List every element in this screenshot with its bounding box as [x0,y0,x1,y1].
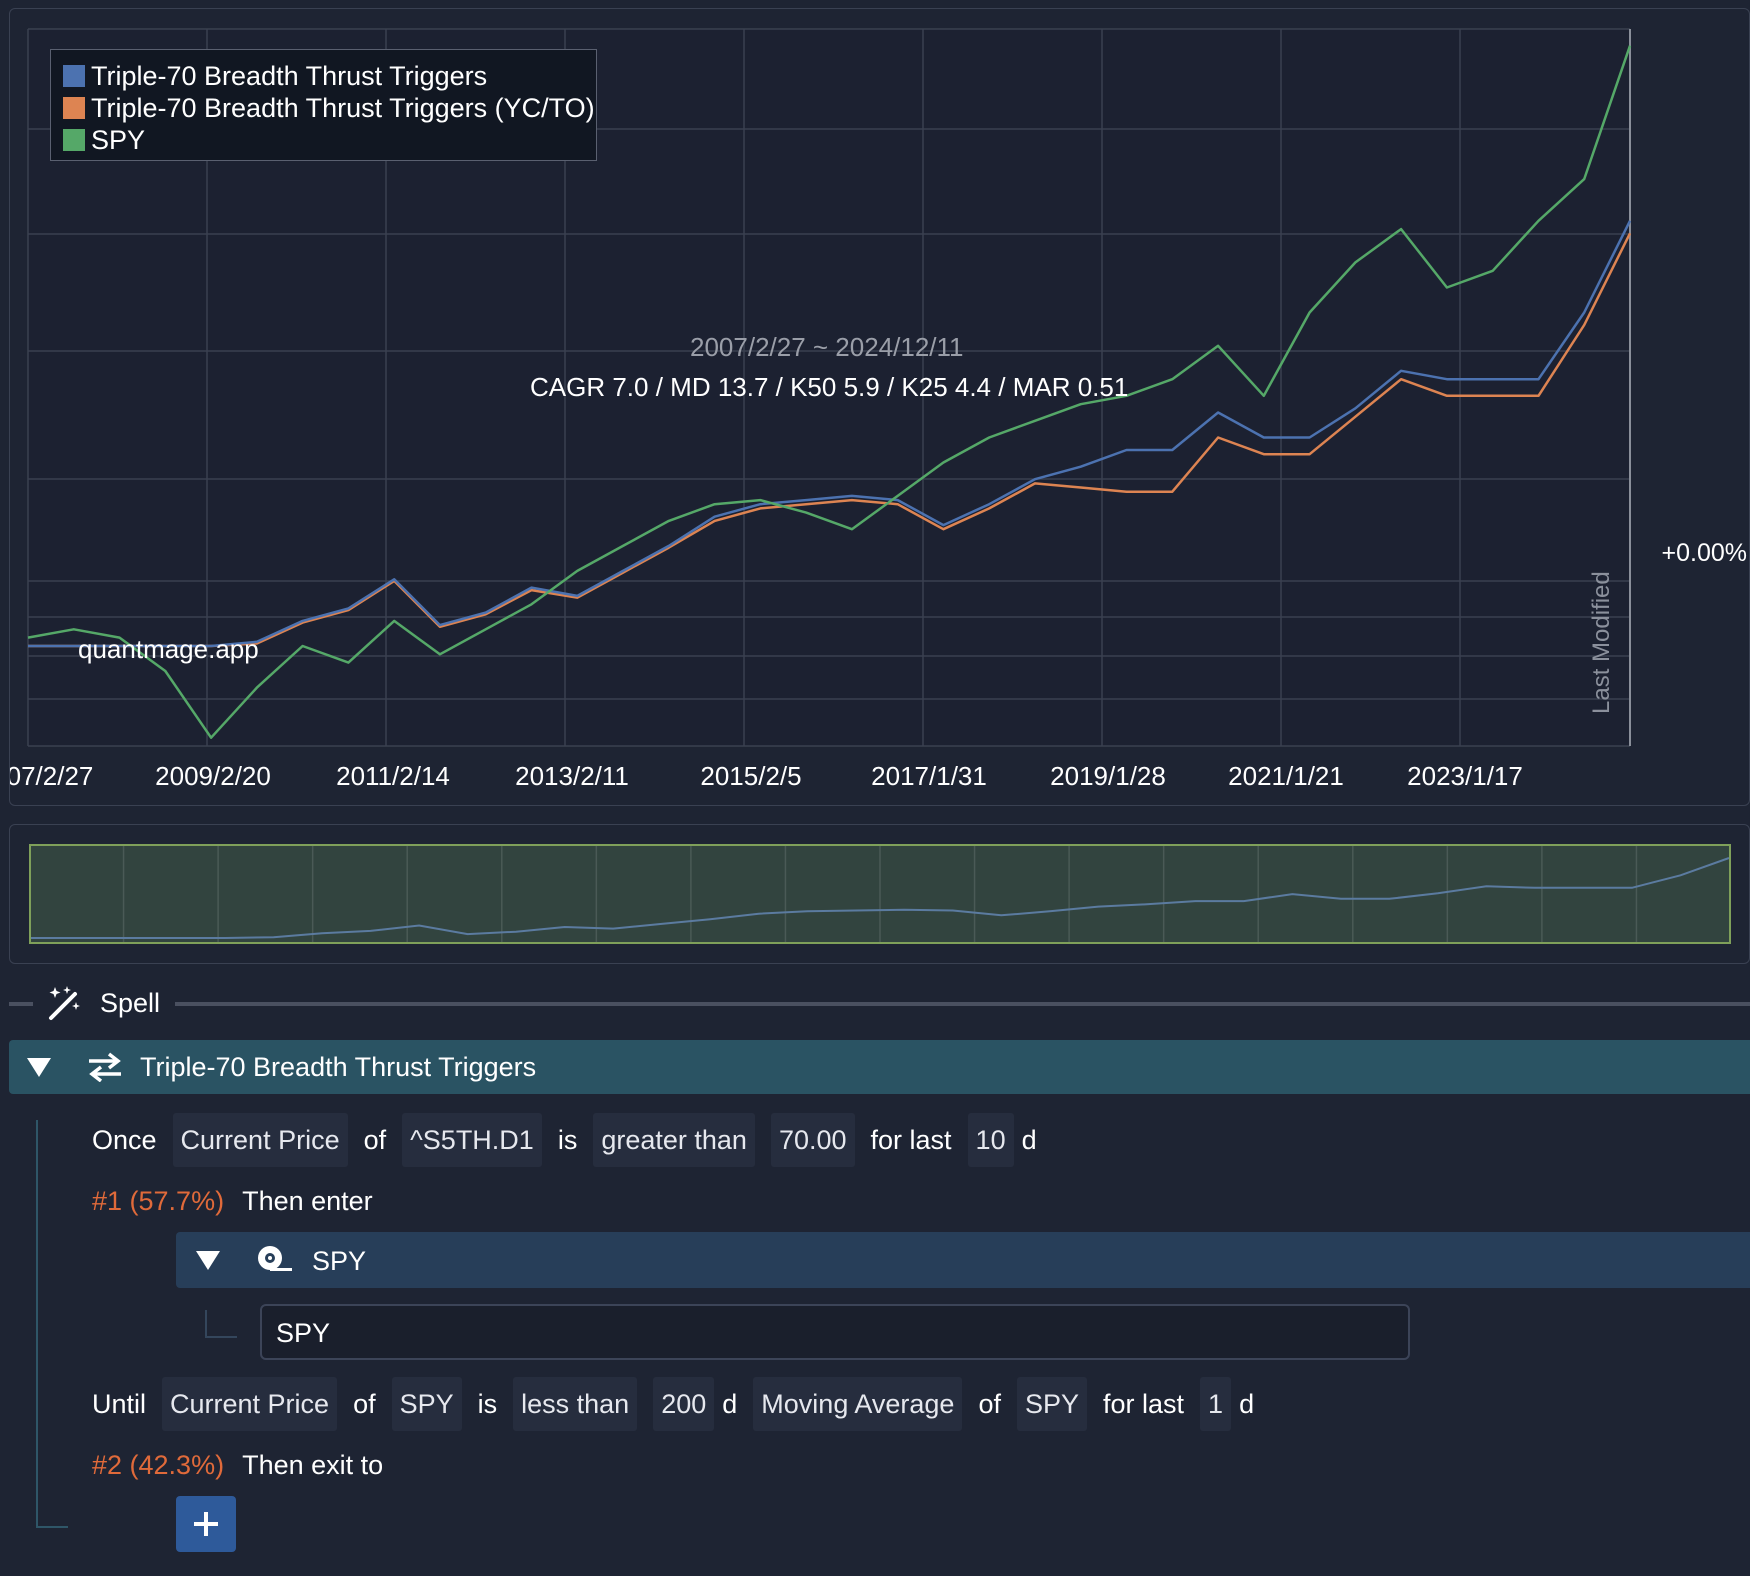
strategy-block-title: Triple-70 Breadth Thrust Triggers [140,1052,537,1082]
series-line-2 [27,45,1632,739]
collapse-triangle-icon[interactable] [196,1251,220,1270]
asset-block-header[interactable]: SPY [176,1232,1750,1288]
watermark: quantmage.app [78,634,259,664]
asset-block-title: SPY [312,1246,367,1276]
days-input[interactable]: 10 [967,1113,1014,1167]
legend-item-spy[interactable]: SPY [63,124,596,156]
x-tick-label: 2019/1/28 [1050,761,1166,791]
ticker-select[interactable]: SPY [1016,1377,1087,1431]
comparison-select[interactable]: greater than [593,1113,755,1167]
legend-label-strategy-ycto: Triple-70 Breadth Thrust Triggers (YC/TO… [91,92,595,123]
plus-icon-vertical [204,1512,208,1536]
series-line-0 [28,220,1632,648]
x-tick-label: 2015/2/5 [700,761,802,791]
step-label-2: #2 (42.3%) [92,1449,225,1480]
step-row-2: #2 (42.3%) Then exit to [92,1438,399,1492]
ticker-tape-icon [258,1246,292,1271]
strategy-block-header[interactable]: Triple-70 Breadth Thrust Triggers [9,1040,1750,1094]
of-keyword: of [978,1388,1001,1419]
comparison-select[interactable]: less than [513,1377,638,1431]
ticker-select[interactable]: SPY [391,1377,462,1431]
legend-item-strategy[interactable]: Triple-70 Breadth Thrust Triggers [63,60,596,92]
indicator-select[interactable]: Current Price [172,1113,348,1167]
days-unit: d [1021,1124,1037,1155]
indicator-select[interactable]: Current Price [162,1377,338,1431]
add-block-button[interactable] [176,1496,236,1552]
x-tick-label: 2017/1/31 [871,761,987,791]
collapse-triangle-icon[interactable] [27,1058,51,1077]
is-keyword: is [557,1124,578,1155]
indicator-select[interactable]: Moving Average [753,1377,963,1431]
x-tick-label: 2011/2/14 [336,761,450,791]
period-unit: d [722,1388,738,1419]
legend-swatch-strategy [63,65,85,87]
tree-connector [205,1336,237,1338]
x-tick-label: 07/2/27 [9,761,94,791]
for-last-keyword: for last [870,1124,952,1155]
step-label-1: #1 (57.7%) [92,1185,225,1216]
performance-chart-panel: Triple-70 Breadth Thrust Triggers Triple… [9,8,1750,806]
series-line-1 [28,232,1632,648]
period-input[interactable]: 200 [653,1377,715,1431]
entry-condition-row: Once Current Price of ^S5TH.D1 is greate… [92,1113,1053,1167]
of-keyword: of [353,1388,376,1419]
tree-connector [36,1526,68,1528]
threshold-input[interactable]: 70.00 [770,1113,855,1167]
asset-ticker-field[interactable]: SPY [260,1304,1410,1360]
legend-label-spy: SPY [91,124,146,155]
legend-item-strategy-ycto[interactable]: Triple-70 Breadth Thrust Triggers (YC/TO… [63,92,596,124]
chart-legend: Triple-70 Breadth Thrust Triggers Triple… [50,49,597,161]
divider [175,1002,1750,1006]
range-navigator-panel [9,824,1750,964]
divider [9,1002,33,1006]
navigator-series-line [31,857,1730,939]
ticker-select[interactable]: ^S5TH.D1 [402,1113,542,1167]
legend-label-strategy: Triple-70 Breadth Thrust Triggers [91,60,488,91]
magic-wand-icon [49,986,80,1020]
exit-condition-row: Until Current Price of SPY is less than … [92,1377,1270,1431]
tree-connector [36,1120,38,1528]
tree-connector [205,1310,207,1338]
days-input[interactable]: 1 [1200,1377,1232,1431]
swap-arrows-icon [89,1052,121,1082]
legend-swatch-strategy-ycto [63,97,85,119]
range-navigator[interactable] [29,844,1731,944]
baseline-percent-label: +0.00% [1661,539,1748,567]
x-tick-label: 2009/2/20 [155,761,271,791]
step-action-2: Then exit to [242,1449,384,1480]
step-action-1: Then enter [242,1185,373,1216]
x-tick-label: 2023/1/17 [1407,761,1523,791]
step-row-1: #1 (57.7%) Then enter [92,1174,389,1228]
once-keyword: Once [92,1124,157,1155]
x-tick-label: 2013/2/11 [515,761,629,791]
x-tick-label: 2021/1/21 [1228,761,1344,791]
of-keyword: of [363,1124,387,1155]
until-keyword: Until [92,1388,147,1419]
for-last-keyword: for last [1103,1388,1185,1419]
spell-section-header: Spell [0,978,1750,1028]
last-modified-label: Last Modified [1588,571,1615,714]
performance-stats: CAGR 7.0 / MD 13.7 / K50 5.9 / K25 4.4 /… [530,372,1129,402]
legend-swatch-spy [63,129,85,151]
is-keyword: is [477,1388,498,1419]
spell-title: Spell [100,988,161,1018]
date-range-label: 2007/2/27 ~ 2024/12/11 [690,332,964,362]
days-unit: d [1239,1388,1255,1419]
